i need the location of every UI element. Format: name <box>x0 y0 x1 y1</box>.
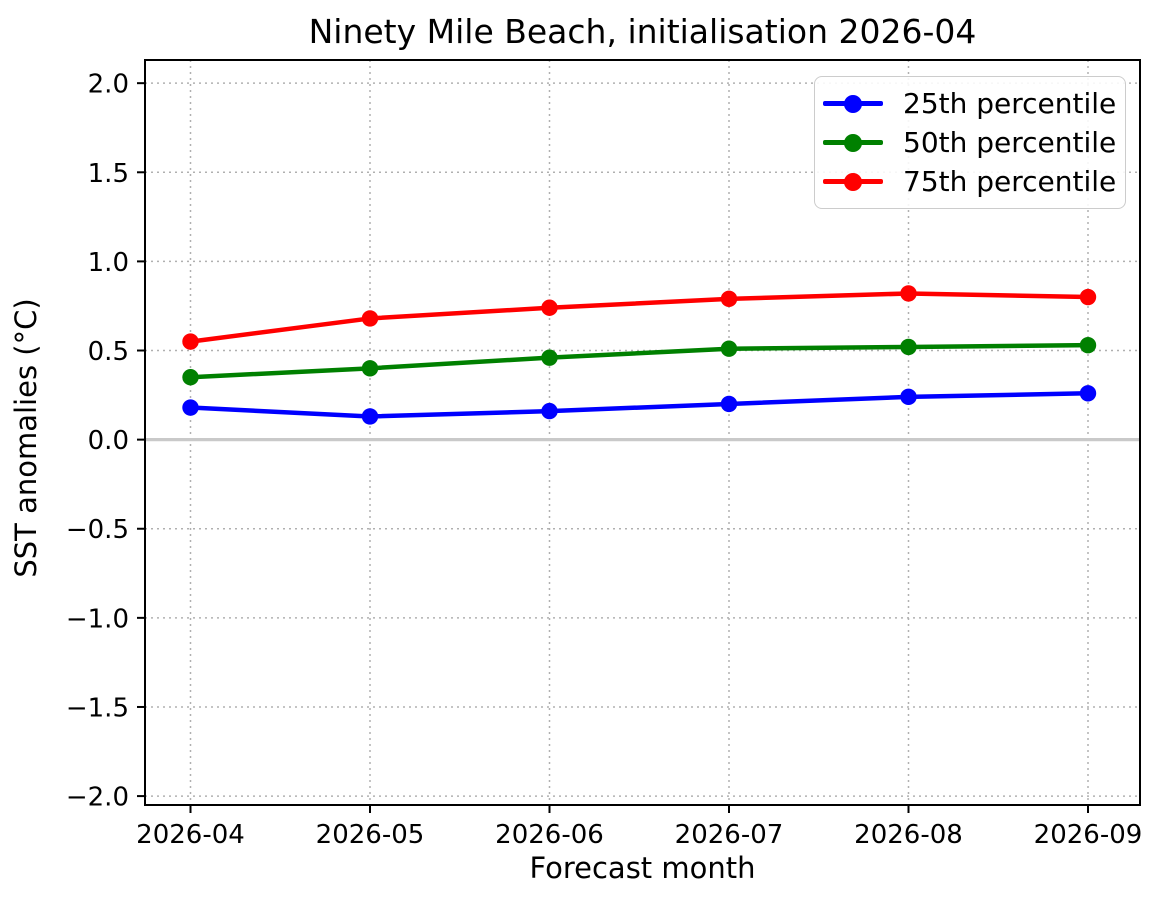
legend-item: 25th percentile <box>823 84 1125 123</box>
y-tick-label: 2.0 <box>88 70 129 100</box>
series-line-25th-percentile <box>188 391 1091 419</box>
x-axis-label: Forecast month <box>529 851 756 885</box>
legend-swatch <box>823 94 883 114</box>
x-tick-label: 2026-05 <box>316 820 425 850</box>
data-point-50th-percentile <box>720 340 738 357</box>
data-point-75th-percentile <box>1079 288 1097 306</box>
x-tick-label: 2026-04 <box>136 820 245 850</box>
legend-swatch <box>823 172 883 192</box>
plot-border <box>144 59 1141 806</box>
x-tick-label: 2026-08 <box>854 820 963 850</box>
data-point-25th-percentile <box>541 402 558 420</box>
y-tick-label: −0.5 <box>66 515 129 545</box>
data-point-50th-percentile <box>361 360 379 377</box>
data-point-25th-percentile <box>1079 385 1097 402</box>
data-point-75th-percentile <box>720 290 738 308</box>
y-tick-label: 1.0 <box>88 248 129 278</box>
x-tick-label: 2026-06 <box>495 820 604 850</box>
series-line-75th-percentile <box>188 291 1091 344</box>
y-tick-label: 0.0 <box>88 426 129 456</box>
x-tick-label: 2026-09 <box>1034 820 1143 850</box>
legend-swatch <box>823 133 883 153</box>
y-tick-label: −1.5 <box>66 693 129 723</box>
y-tick-label: 0.5 <box>88 337 129 367</box>
data-point-75th-percentile <box>182 333 199 350</box>
data-point-75th-percentile <box>900 285 917 302</box>
data-point-25th-percentile <box>900 388 917 406</box>
data-point-50th-percentile <box>1079 336 1097 354</box>
legend-item-label: 25th percentile <box>903 87 1117 120</box>
legend-marker-icon <box>844 172 862 191</box>
data-point-50th-percentile <box>182 369 199 386</box>
series-line-50th-percentile <box>188 342 1091 380</box>
y-tick-label: 1.5 <box>88 159 129 189</box>
x-tick-label: 2026-07 <box>675 820 784 850</box>
data-point-25th-percentile <box>720 395 738 413</box>
legend-marker-icon <box>844 94 862 113</box>
legend-item-label: 75th percentile <box>903 165 1117 198</box>
data-point-25th-percentile <box>182 399 199 416</box>
data-point-75th-percentile <box>361 310 379 327</box>
data-point-50th-percentile <box>541 349 558 366</box>
legend-marker-icon <box>844 133 862 152</box>
legend-item-label: 50th percentile <box>903 126 1117 159</box>
y-tick-label: −2.0 <box>66 783 129 813</box>
y-tick-label: −1.0 <box>66 604 129 634</box>
legend-item: 50th percentile <box>823 123 1125 162</box>
data-point-75th-percentile <box>541 299 558 316</box>
data-point-25th-percentile <box>361 408 379 425</box>
legend-item: 75th percentile <box>823 162 1125 201</box>
legend: 25th percentile 50th percentile 75th per… <box>814 76 1126 209</box>
chart-title: Ninety Mile Beach, initialisation 2026-0… <box>308 12 977 51</box>
data-point-50th-percentile <box>900 338 917 356</box>
